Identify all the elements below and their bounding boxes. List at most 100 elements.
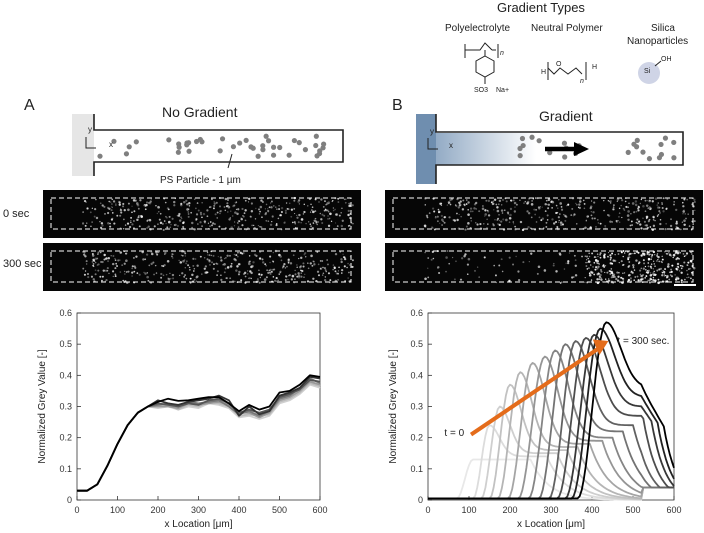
- micrograph-b-0s: [385, 190, 703, 238]
- chem-na: Na+: [496, 87, 510, 94]
- particle-dot: [671, 155, 677, 161]
- particle-dot: [658, 151, 665, 158]
- particle-dot: [166, 137, 172, 143]
- particle-dot: [519, 135, 526, 142]
- particle-dot: [291, 137, 297, 144]
- silica-label-line2: Nanoparticles: [627, 36, 689, 47]
- particle-dot: [230, 144, 237, 150]
- series-line: [77, 379, 321, 492]
- y-tick-label: 0: [67, 495, 72, 505]
- speckle-dots: [82, 249, 354, 284]
- x-tick-label: 300: [191, 505, 206, 515]
- particle-dot: [123, 151, 130, 157]
- y-axis-label: Normalized Grey Value [-]: [388, 349, 399, 464]
- chem-h-right: H: [592, 64, 598, 71]
- chart-b: 0 100 200 300 400 500 600 0 0.1 0.2 0.3 0.4 0.5 0.6 x …: [388, 308, 682, 530]
- micrograph-a-300s-speckle: [50, 249, 354, 284]
- y-tick-label: 0.4: [410, 370, 423, 380]
- chem-so3: SO3: [474, 87, 489, 94]
- speckle-dots: [424, 249, 696, 285]
- x-tick-label: 0: [425, 505, 430, 515]
- x-tick-label: 0: [74, 505, 79, 515]
- y-tick-label: 0.5: [410, 339, 423, 349]
- series-line: [77, 374, 321, 492]
- micrograph-b-300s-speckle: [392, 249, 696, 285]
- panel-a-axis-x: x: [109, 140, 113, 149]
- x-tick-label: 200: [150, 505, 165, 515]
- panel-b-axis-x: x: [449, 141, 453, 150]
- particle-dot: [640, 149, 646, 155]
- time-label-0: 0 sec: [3, 208, 30, 220]
- x-tick-label: 500: [625, 505, 640, 515]
- particle-dot: [217, 148, 223, 154]
- y-axis-label: Normalized Grey Value [-]: [37, 349, 48, 464]
- particle-dot: [536, 138, 542, 144]
- particle-dot: [296, 140, 302, 146]
- particle-dot: [243, 137, 249, 143]
- particle-dot: [270, 144, 277, 150]
- particle-dot: [133, 139, 139, 145]
- x-tick-label: 100: [461, 505, 476, 515]
- y-tick-label: 0.5: [59, 339, 72, 349]
- particle-dot: [313, 133, 319, 139]
- chart-a: 0 100 200 300 400 500 600 0 0.1 0.2 0.3 0.4 0.5 0.6 x …: [37, 308, 328, 530]
- scale-bar: [674, 284, 696, 286]
- particle-dot: [625, 149, 631, 155]
- neutral-polymer-structure-icon: [547, 62, 587, 80]
- particle-dot: [265, 138, 272, 144]
- y-tick-label: 0: [418, 495, 423, 505]
- particle-dot: [646, 156, 653, 162]
- particle-dot: [255, 153, 261, 159]
- time-arrow: [469, 345, 602, 437]
- polyelectrolyte-structure-icon: [464, 42, 499, 84]
- particle-dot: [111, 138, 117, 144]
- particle-dot: [237, 140, 243, 146]
- panel-a-axis-y: y: [88, 125, 92, 134]
- series-line: [428, 321, 675, 500]
- particle-dot: [547, 150, 553, 156]
- panel-b-letter: B: [392, 97, 403, 114]
- panel-a-letter: A: [24, 97, 35, 114]
- y-tick-label: 0.1: [59, 464, 72, 474]
- reservoir-a: [72, 114, 94, 176]
- chem-h-left: H: [541, 69, 547, 76]
- particle-dot: [658, 141, 664, 148]
- particle-dot: [260, 143, 266, 149]
- x-tick-label: 400: [584, 505, 599, 515]
- x-tick-label: 100: [110, 505, 125, 515]
- particle-dot: [219, 136, 226, 142]
- chem-o: O: [556, 61, 562, 68]
- annotation-t300: t = 300 sec.: [617, 336, 669, 347]
- series-line: [428, 405, 674, 501]
- y-tick-label: 0.4: [59, 370, 72, 380]
- panel-a-title: No Gradient: [162, 104, 238, 120]
- particle-dot: [662, 135, 669, 141]
- micrograph-a-300s: [43, 243, 361, 291]
- particle-dot: [671, 139, 677, 146]
- particle-dot: [517, 153, 523, 159]
- x-tick-label: 600: [666, 505, 681, 515]
- particle-label: PS Particle - 1 µm: [160, 175, 241, 186]
- y-tick-label: 0.6: [59, 308, 72, 318]
- particle-dot: [263, 133, 269, 139]
- particle-dot: [260, 147, 266, 153]
- particle-dot: [321, 141, 327, 147]
- particle-dot: [302, 147, 308, 153]
- particle-dot: [126, 144, 132, 150]
- micrograph-a-0s: [43, 190, 361, 238]
- particle-dot: [631, 141, 637, 147]
- speckle-dots: [423, 197, 696, 232]
- x-axis-label: x Location [μm]: [517, 519, 585, 530]
- x-tick-label: 400: [231, 505, 246, 515]
- particle-dot: [184, 142, 190, 148]
- particle-dot: [286, 152, 292, 158]
- x-tick-label: 300: [543, 505, 558, 515]
- panel-b-axis-y: y: [430, 127, 434, 136]
- micrograph-b-300s: [385, 243, 703, 291]
- x-tick-label: 600: [312, 505, 327, 515]
- y-tick-label: 0.3: [410, 402, 423, 412]
- y-tick-label: 0.1: [410, 464, 423, 474]
- particle-dot: [248, 144, 254, 150]
- y-tick-label: 0.2: [410, 433, 423, 443]
